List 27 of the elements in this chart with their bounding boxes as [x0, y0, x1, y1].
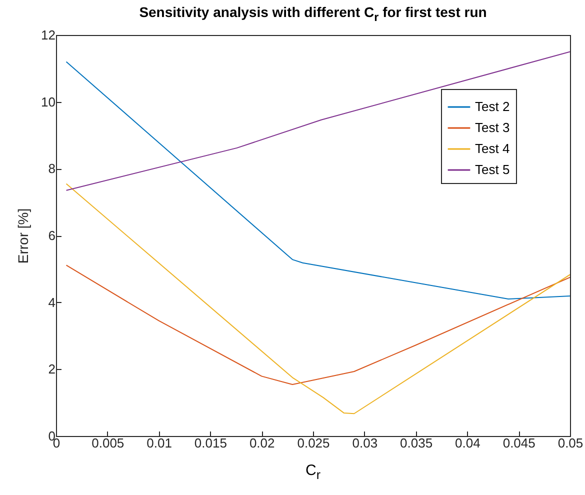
x-axis-title: C$_{r}$: [304, 462, 322, 482]
x-tick-label: 0.05: [558, 436, 584, 450]
legend-label: Test 4: [475, 141, 510, 156]
y-tick-label: 2: [48, 362, 56, 377]
x-tick-label: 0.04: [455, 436, 480, 450]
x-tick-label: 0.025: [297, 436, 330, 450]
x-tick-label: 0.005: [92, 436, 124, 450]
legend-label: Test 5: [475, 162, 510, 177]
x-tick-label: 0.035: [400, 436, 433, 450]
x-tick-label: 0.045: [502, 436, 536, 450]
line-series: [66, 183, 570, 414]
y-tick-label: 4: [48, 294, 56, 310]
y-tick-label: 6: [48, 228, 56, 243]
line-series: [66, 51, 570, 191]
chart-title: Sensitivity analysis with different C$_{r}$ for first test run: [138, 4, 488, 24]
y-tick-label: 10: [41, 94, 56, 110]
x-tick-label: 0.02: [249, 436, 275, 450]
x-tick-label: 0.03: [352, 436, 378, 450]
x-tick-label: 0.015: [194, 436, 227, 450]
x-tick-label: 0.01: [146, 436, 172, 450]
y-tick-label: 12: [41, 28, 56, 42]
y-tick-label: 8: [48, 161, 56, 176]
line-series: [66, 264, 570, 386]
legend-label: Test 3: [475, 120, 510, 135]
y-axis-title: Error [%]: [15, 208, 32, 264]
line-series: [66, 61, 570, 300]
legend-label: Test 2: [475, 99, 510, 114]
